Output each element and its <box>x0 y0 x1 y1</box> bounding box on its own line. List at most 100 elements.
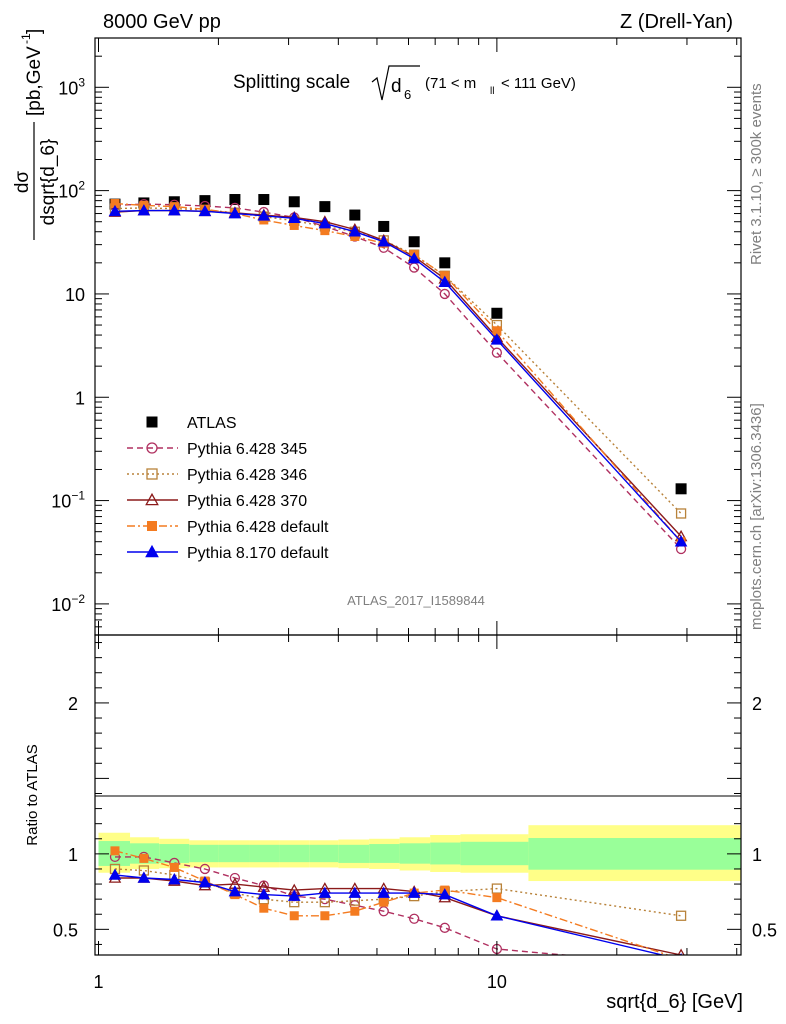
series-4-ratio-point <box>320 911 330 921</box>
x-axis-label: sqrt{d_6} [GeV] <box>606 991 743 1013</box>
series-5-ratio-point <box>679 953 683 955</box>
ratio-tick-label-left: 1 <box>68 845 78 865</box>
series-5-line <box>114 209 682 543</box>
plot-title-cut-end: < 111 GeV) <box>501 75 576 92</box>
band-inner-segment <box>399 843 431 864</box>
band-inner-segment <box>130 843 160 864</box>
series-5-point <box>490 333 504 345</box>
legend-marker <box>146 442 158 454</box>
legend-marker <box>146 416 158 428</box>
ratio-tick-label-left: 0.5 <box>53 920 78 940</box>
y-tick-label: 102 <box>58 179 85 202</box>
band-inner-segment <box>309 844 339 863</box>
series-1-point <box>439 288 450 300</box>
series-4-ratio-point <box>379 897 389 907</box>
watermark: ATLAS_2017_I1589844 <box>347 593 485 608</box>
series-2-ratio-point <box>491 883 503 894</box>
band-inner-segment <box>430 842 461 865</box>
x-tick-label: 10 <box>487 972 507 992</box>
legend: ATLAS Pythia 6.428 345 Pythia 6.428 346 Pyt… <box>127 415 329 562</box>
series-3-line <box>114 209 682 537</box>
y-tick-label: 103 <box>58 75 85 98</box>
legend-marker <box>147 521 157 531</box>
band-inner-segment <box>159 844 190 863</box>
series-1-ratio-point <box>199 863 211 875</box>
side-text-mcplots: mcplots.cern.ch [arXiv:1306.3436] <box>748 403 765 630</box>
plot-title-var: d <box>391 76 402 97</box>
series-4-ratio-point <box>259 903 269 913</box>
legend-label: Pythia 6.428 370 <box>187 493 307 510</box>
series-5-ratio-line <box>114 874 666 955</box>
band-inner-segment <box>528 838 741 870</box>
series-5-point <box>438 275 452 287</box>
side-text-rivet: Rivet 3.1.10, ≥ 300k events <box>748 83 765 265</box>
series-5-point <box>407 252 421 264</box>
ratio-panel-frame <box>94 634 742 956</box>
y-axis-label-unit-exp: -1 <box>19 33 33 44</box>
series-0-point <box>378 220 390 232</box>
series-5-ratio-point <box>257 888 271 900</box>
legend-label: Pythia 8.170 default <box>187 545 329 562</box>
plot-title-var-sub: 6 <box>404 87 411 102</box>
series-5-point <box>228 207 242 219</box>
series-4-ratio-point <box>139 853 149 863</box>
series-5-ratio-point <box>137 871 151 883</box>
plot-title: Splitting scale d 6 (71 < m ll < 111 GeV… <box>233 65 576 102</box>
series-0-point <box>199 195 211 207</box>
series-1-point <box>491 347 503 358</box>
y-axis-label-num: dσ <box>12 171 33 194</box>
series-1-ratio-point <box>378 906 389 917</box>
y-tick-label: 10−1 <box>51 489 85 512</box>
y-tick-label: 1 <box>75 388 85 408</box>
series-2-point <box>675 508 687 519</box>
series-5-point <box>318 217 332 229</box>
band-inner-segment <box>218 844 250 863</box>
legend-marker <box>145 492 159 506</box>
series-4-ratio-line <box>114 850 670 955</box>
series-5-ratio-point <box>490 909 504 921</box>
series-0-point <box>439 257 451 269</box>
series-5-point <box>674 535 688 547</box>
ratio-tick-label-right: 2 <box>752 694 762 714</box>
series-5-ratio-point <box>348 886 362 898</box>
series-1-ratio-point <box>229 872 241 884</box>
ratio-tick-label-left: 2 <box>68 694 78 714</box>
series-2-ratio-point <box>675 910 687 921</box>
ratio-bands <box>98 825 741 882</box>
series-0-point <box>349 209 361 221</box>
legend-label: Pythia 6.428 default <box>187 519 329 536</box>
band-inner-segment <box>189 844 219 863</box>
series-5-ratio-point <box>108 868 122 880</box>
band-inner-segment <box>249 844 280 863</box>
series-5-ratio-point <box>198 876 212 888</box>
header-left: 8000 GeV pp <box>103 11 221 33</box>
series-5-ratio-point <box>228 885 242 897</box>
series-0-point <box>288 196 300 208</box>
header-right: Z (Drell-Yan) <box>620 11 733 33</box>
plot-title-cut: (71 < m <box>425 75 476 92</box>
series-5-point <box>348 225 362 237</box>
series-0-point <box>491 307 503 319</box>
legend-label: Pythia 6.428 346 <box>187 467 307 484</box>
series-4-line <box>114 202 682 543</box>
band-inner-segment <box>460 841 529 866</box>
series-0-point <box>408 236 420 248</box>
series-1-ratio-point <box>439 922 450 933</box>
plot-title-main: Splitting scale <box>233 72 350 93</box>
series-5-point <box>257 209 271 221</box>
y-axis-label-den: dsqrt{d_6} <box>38 139 59 226</box>
band-inner-segment <box>279 844 310 863</box>
series-3-ratio-line <box>115 877 682 955</box>
ratio-panel-series <box>108 846 687 955</box>
x-tick-label: 1 <box>93 972 103 992</box>
series-4-point <box>289 220 299 230</box>
series-4-ratio-point <box>169 862 179 872</box>
plot-title-cut-sub: ll <box>490 86 494 97</box>
series-5-ratio-point <box>318 886 332 898</box>
y-tick-label: 10−2 <box>51 592 85 615</box>
series-1-ratio-line <box>115 856 572 955</box>
series-4-ratio-point <box>350 906 360 916</box>
legend-marker <box>146 468 158 480</box>
band-inner-segment <box>338 844 370 863</box>
